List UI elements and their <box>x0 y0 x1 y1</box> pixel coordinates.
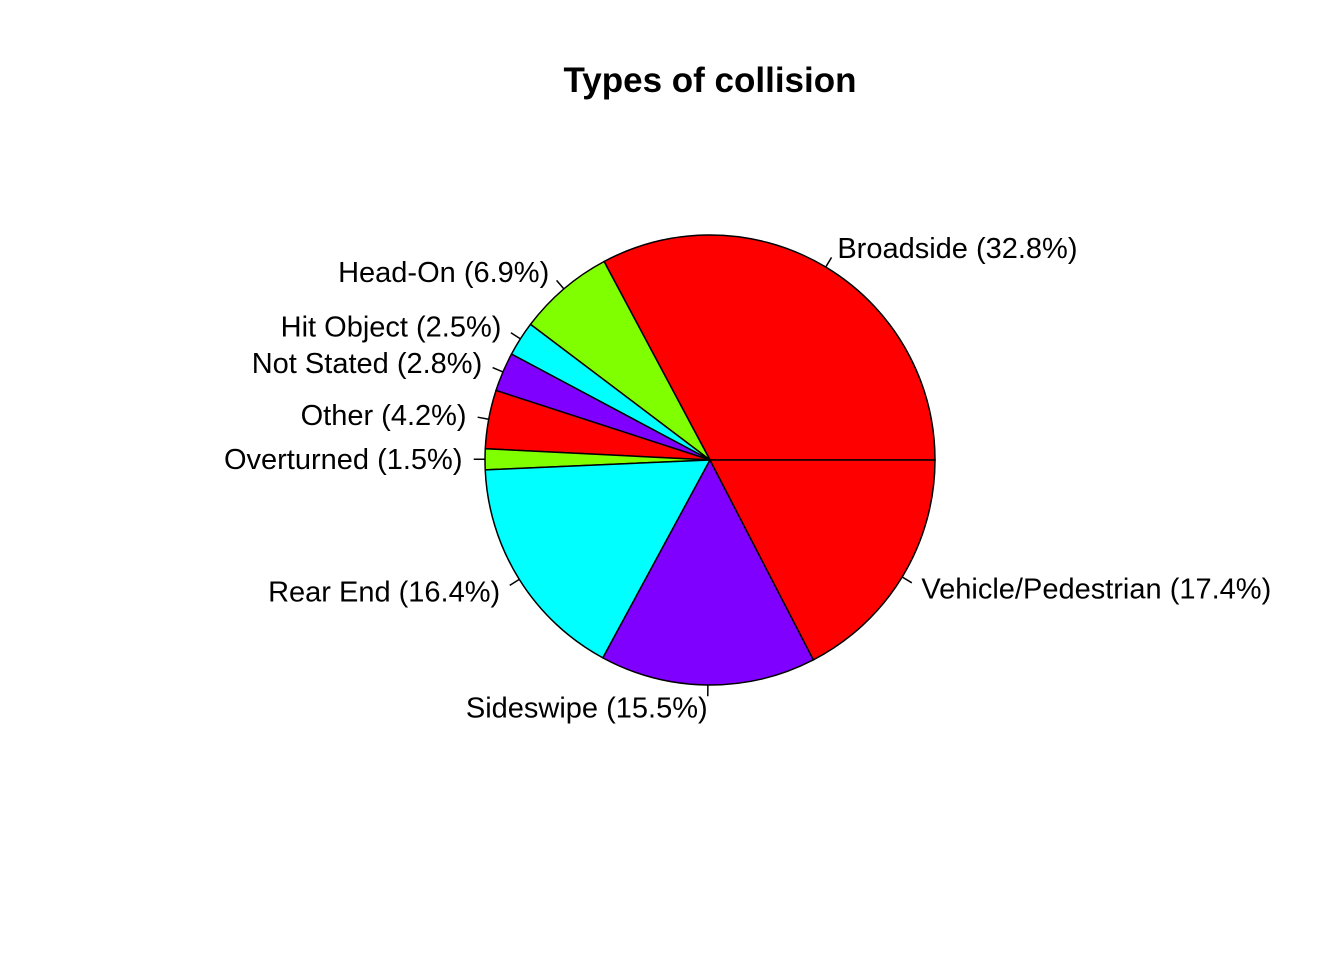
slice-label-broadside: Broadside (32.8%) <box>837 233 1077 265</box>
pie-slice-rear-end <box>484 459 712 659</box>
leader-line-rear-end <box>509 578 520 586</box>
chart-title: Types of collision <box>563 61 856 100</box>
slice-label-rear-end: Rear End (16.4%) <box>268 576 500 608</box>
slice-label-vehicle-pedestrian: Vehicle/Pedestrian (17.4%) <box>921 574 1271 606</box>
leader-line-vehicle-pedestrian <box>901 576 913 584</box>
pie-slices <box>484 234 936 686</box>
slice-label-not-stated: Not Stated (2.8%) <box>252 348 483 380</box>
slice-label-other: Other (4.2%) <box>301 400 467 432</box>
leader-line-hit-object <box>510 332 521 340</box>
leader-line-head-on <box>555 279 565 290</box>
label-leader-lines <box>473 257 913 697</box>
slice-label-hit-object: Hit Object (2.5%) <box>281 312 502 344</box>
slice-label-head-on: Head-On (6.9%) <box>338 257 549 289</box>
leader-line-broadside <box>825 257 833 268</box>
slice-label-overturned: Overturned (1.5%) <box>224 444 463 476</box>
slice-label-sideswipe: Sideswipe (15.5%) <box>466 692 708 724</box>
leader-line-not-stated <box>492 366 504 373</box>
leader-line-other <box>477 416 489 420</box>
slice-labels: Broadside (32.8%) Head-On (6.9%) Hit Objec… <box>224 233 1271 725</box>
